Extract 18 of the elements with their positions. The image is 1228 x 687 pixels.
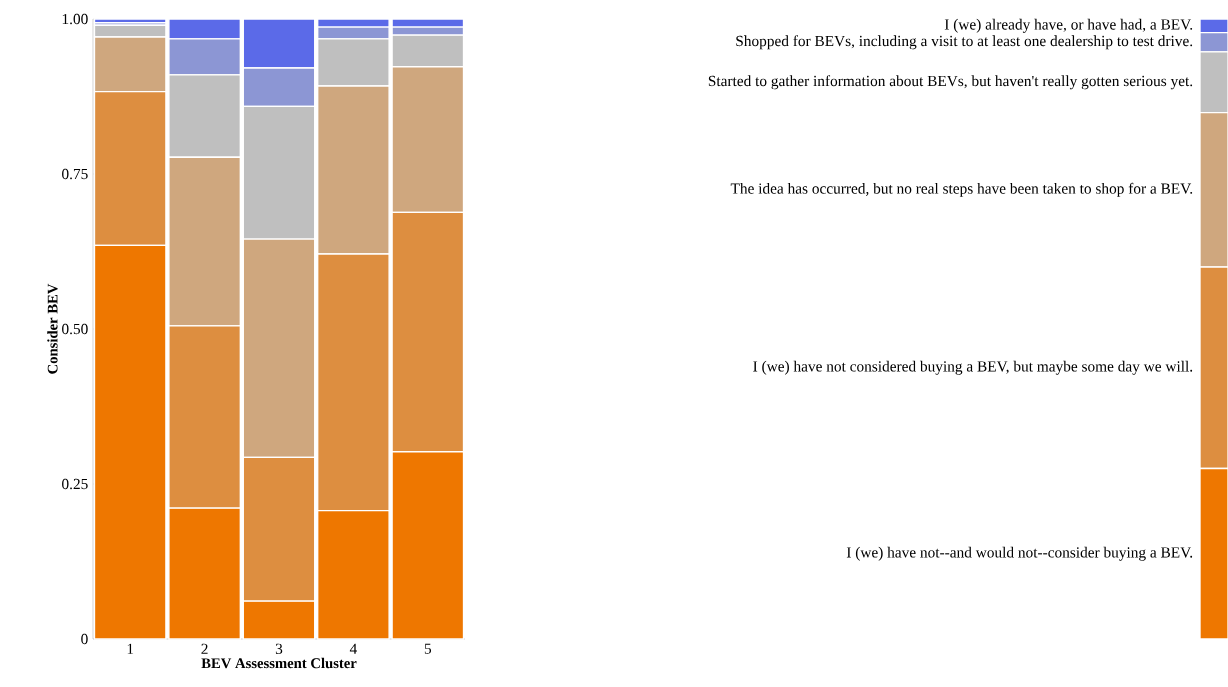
series-label: I (we) already have, or have had, a BEV. <box>944 18 1193 33</box>
series-label: Shopped for BEVs, including a visit to at least one dealership to test drive. <box>736 35 1193 50</box>
x-axis-title: BEV Assessment Cluster <box>201 657 357 669</box>
y-tick-label: 1.00 <box>62 13 88 25</box>
x-tick-label: 1 <box>127 643 134 654</box>
y-tick-label: 0 <box>81 633 88 645</box>
y-tick-label: 0.25 <box>62 478 88 490</box>
series-label: I (we) have not--and would not--consider buying a BEV. <box>846 546 1193 561</box>
x-tick-label: 4 <box>349 643 357 654</box>
series-label: I (we) have not considered buying a BEV, but maybe some day we will. <box>753 360 1193 375</box>
y-axis-title: Consider BEV <box>47 283 58 374</box>
y-tick-label: 0.50 <box>62 323 88 335</box>
x-tick-label: 3 <box>275 643 283 655</box>
x-tick-label: 5 <box>424 643 432 654</box>
series-label: Started to gather information about BEVs, but haven't really gotten serious yet. <box>708 75 1193 90</box>
x-tick-label: 2 <box>201 643 208 654</box>
series-label: The idea has occurred, but no real steps have been taken to shop for a BEV. <box>730 182 1193 197</box>
y-tick-label: 0.75 <box>62 168 88 180</box>
